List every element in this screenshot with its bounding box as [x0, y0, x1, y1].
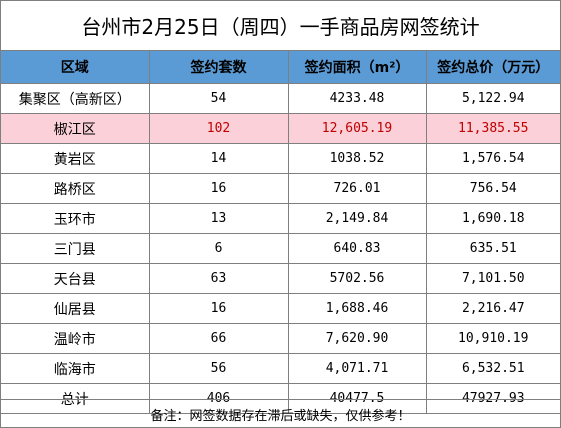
- total-price: 47927.93: [425, 383, 560, 414]
- column-header-area: 签约面积（m²）: [287, 51, 427, 84]
- table-row: 路桥区 16 726.01 756.54: [1, 173, 560, 204]
- region-cell: 集聚区（高新区）: [1, 83, 150, 114]
- price-cell: 756.54: [425, 173, 560, 204]
- footnote: 备注：网签数据存在滞后或缺失，仅供参考！: [1, 399, 560, 428]
- area-cell: 12,605.19: [287, 113, 427, 144]
- price-cell: 7,101.50: [425, 263, 560, 294]
- total-area: 40477.5: [287, 383, 427, 414]
- units-cell: 56: [148, 353, 289, 384]
- column-header-price: 签约总价（万元）: [425, 51, 560, 84]
- region-cell: 三门县: [1, 233, 150, 264]
- table-row: 仙居县 16 1,688.46 2,216.47: [1, 293, 560, 324]
- total-label: 总计: [1, 383, 150, 414]
- area-cell: 640.83: [287, 233, 427, 264]
- price-cell: 2,216.47: [425, 293, 560, 324]
- region-cell: 路桥区: [1, 173, 150, 204]
- area-cell: 4,071.71: [287, 353, 427, 384]
- area-cell: 1038.52: [287, 143, 427, 174]
- sales-table: 区域 签约套数 签约面积（m²） 签约总价（万元） 集聚区（高新区） 54 42…: [1, 51, 560, 414]
- region-cell: 天台县: [1, 263, 150, 294]
- table-row: 温岭市 66 7,620.90 10,910.19: [1, 323, 560, 354]
- units-cell: 63: [148, 263, 289, 294]
- table-row: 玉环市 13 2,149.84 1,690.18: [1, 203, 560, 234]
- table-row: 集聚区（高新区） 54 4233.48 5,122.94: [1, 83, 560, 114]
- units-cell: 14: [148, 143, 289, 174]
- price-cell: 635.51: [425, 233, 560, 264]
- price-cell: 10,910.19: [425, 323, 560, 354]
- units-cell: 16: [148, 173, 289, 204]
- area-cell: 7,620.90: [287, 323, 427, 354]
- area-cell: 2,149.84: [287, 203, 427, 234]
- table-row: 临海市 56 4,071.71 6,532.51: [1, 353, 560, 384]
- region-cell: 温岭市: [1, 323, 150, 354]
- table-row: 天台县 63 5702.56 7,101.50: [1, 263, 560, 294]
- price-cell: 1,576.54: [425, 143, 560, 174]
- area-cell: 1,688.46: [287, 293, 427, 324]
- price-cell: 5,122.94: [425, 83, 560, 114]
- total-row: 总计 406 40477.5 47927.93: [1, 383, 560, 414]
- table-header-row: 区域 签约套数 签约面积（m²） 签约总价（万元）: [1, 51, 560, 84]
- units-cell: 13: [148, 203, 289, 234]
- total-units: 406: [148, 383, 289, 414]
- region-cell: 玉环市: [1, 203, 150, 234]
- units-cell: 16: [148, 293, 289, 324]
- units-cell: 54: [148, 83, 289, 114]
- page-title: 台州市2月25日（周四）一手商品房网签统计: [1, 1, 560, 51]
- price-cell: 1,690.18: [425, 203, 560, 234]
- units-cell: 102: [148, 113, 289, 144]
- price-cell: 6,532.51: [425, 353, 560, 384]
- area-cell: 4233.48: [287, 83, 427, 114]
- table-row-highlighted: 椒江区 102 12,605.19 11,385.55: [1, 113, 560, 144]
- region-cell: 黄岩区: [1, 143, 150, 174]
- column-header-units: 签约套数: [148, 51, 289, 84]
- column-header-region: 区域: [1, 51, 150, 84]
- table-row: 黄岩区 14 1038.52 1,576.54: [1, 143, 560, 174]
- region-cell: 仙居县: [1, 293, 150, 324]
- region-cell: 椒江区: [1, 113, 150, 144]
- area-cell: 726.01: [287, 173, 427, 204]
- region-cell: 临海市: [1, 353, 150, 384]
- table-row: 三门县 6 640.83 635.51: [1, 233, 560, 264]
- area-cell: 5702.56: [287, 263, 427, 294]
- units-cell: 6: [148, 233, 289, 264]
- price-cell: 11,385.55: [425, 113, 560, 144]
- units-cell: 66: [148, 323, 289, 354]
